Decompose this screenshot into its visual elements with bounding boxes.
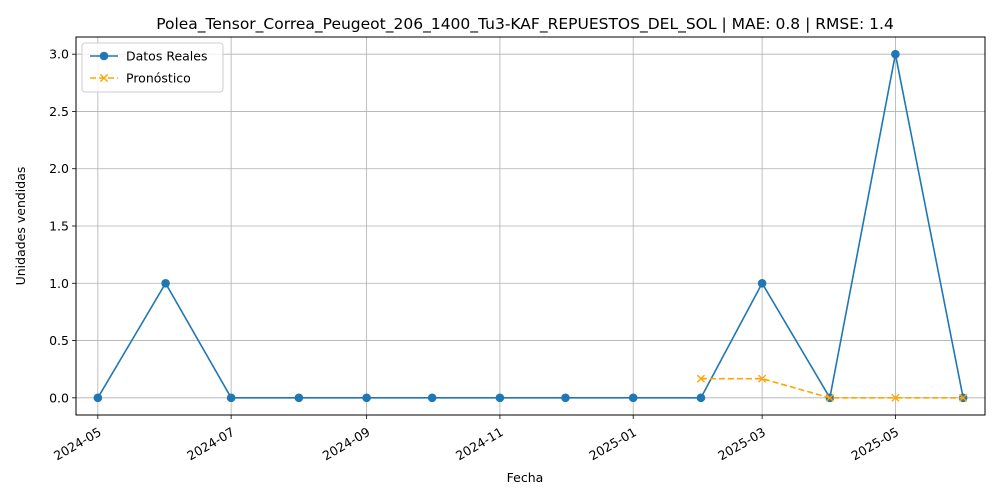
x-tick-label: 2025-01 (586, 424, 639, 463)
series-1-point (628, 393, 638, 403)
y-tick-label: 1.0 (49, 276, 69, 291)
x-tick-label: 2024-05 (51, 424, 104, 463)
series-1-point (362, 393, 371, 403)
series-2-point (696, 374, 706, 383)
x-marker-stroke (758, 374, 767, 383)
x-marker-stroke (891, 393, 900, 402)
y-tick-label: 2.0 (49, 161, 69, 176)
series-1-point (891, 49, 900, 59)
x-axis-label: Fecha (507, 470, 544, 485)
y-tick-label: 0.5 (49, 333, 69, 348)
x-tick-label: 2024-09 (320, 424, 373, 463)
y-tick-label: 3.0 (49, 47, 69, 62)
legend-marker (99, 51, 109, 61)
series-1-point (161, 278, 170, 288)
x-tick-label: 2025-05 (849, 424, 902, 463)
series-2-point (758, 374, 767, 383)
grid (76, 37, 985, 415)
x-marker-stroke (696, 374, 706, 383)
legend: Datos Reales Pronóstico (81, 42, 224, 93)
series-1-point (696, 393, 706, 403)
chart-title: Polea_Tensor_Correa_Peugeot_206_1400_Tu3… (156, 15, 894, 34)
x-marker-stroke (959, 393, 968, 402)
series-2-point (825, 393, 834, 402)
plot-area (93, 49, 968, 403)
x-marker-stroke (825, 393, 834, 402)
y-axis: 0.0 0.5 1.0 1.5 2.0 2.5 3.0 (49, 47, 76, 405)
series-1-point (226, 393, 236, 403)
x-axis: 2024-05 2024-07 2024-09 2024-11 2025-01 2025-… (51, 415, 901, 463)
series-1-point (495, 393, 505, 403)
series-1-point (757, 278, 767, 288)
series-1-line (97, 54, 964, 401)
x-tick-label: 2025-03 (715, 424, 768, 463)
series-2-point (959, 393, 968, 402)
legend-marker (99, 73, 109, 83)
series-2-point (891, 393, 900, 402)
y-tick-label: 2.5 (49, 104, 69, 119)
series-1-point (93, 393, 103, 403)
x-tick-label: 2024-07 (184, 424, 237, 463)
legend-label: Pronóstico (126, 71, 191, 86)
y-axis-label: Unidades vendidas (13, 167, 28, 286)
series-1-point (427, 393, 437, 403)
y-tick-label: 0.0 (49, 390, 69, 405)
x-tick-label: 2024-11 (453, 424, 506, 463)
legend-label: Datos Reales (126, 49, 207, 64)
series-1-point (561, 393, 570, 403)
y-tick-label: 1.5 (49, 219, 69, 234)
series-1-point (294, 393, 304, 403)
